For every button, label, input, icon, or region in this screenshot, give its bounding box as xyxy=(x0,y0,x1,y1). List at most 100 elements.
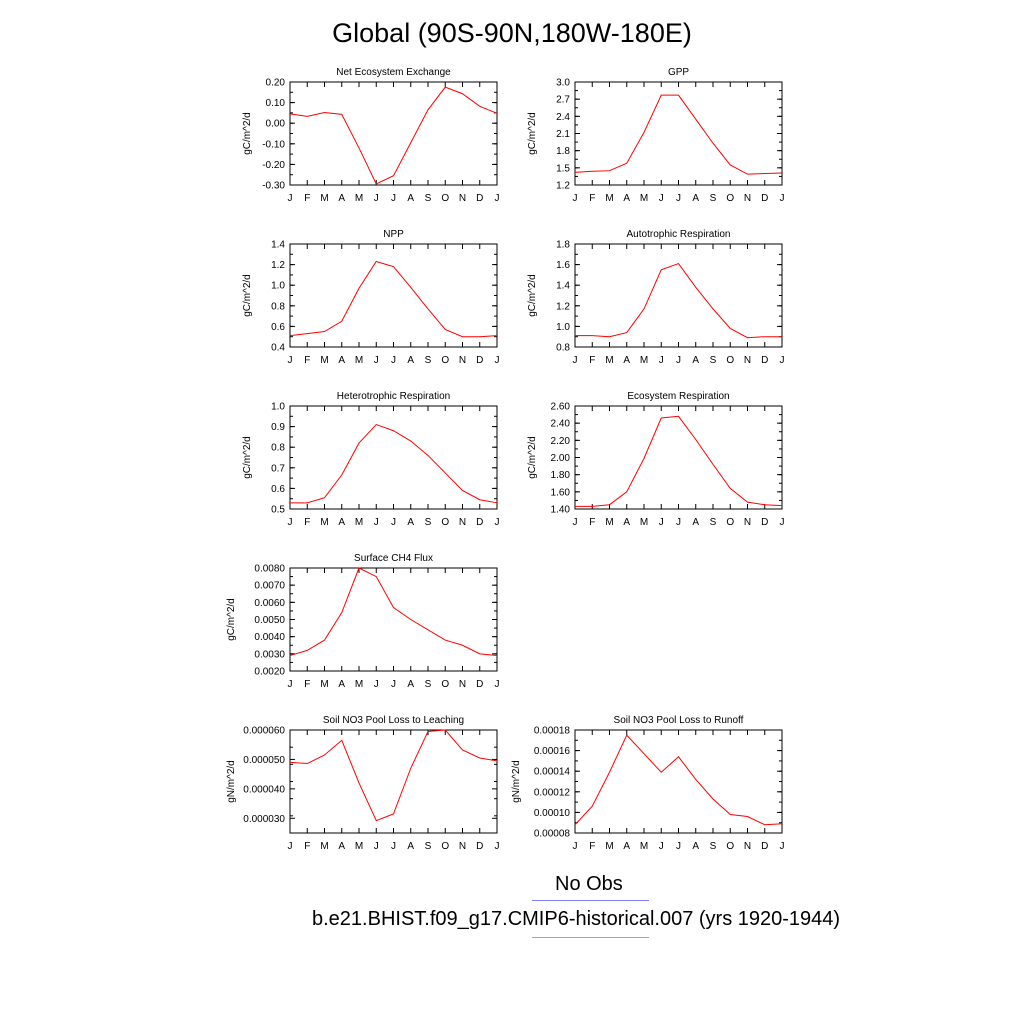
y-axis-label: gN/m^2/d xyxy=(511,760,522,803)
y-tick-label: 1.5 xyxy=(556,163,570,174)
x-tick-label: F xyxy=(589,841,595,852)
x-tick-label: J xyxy=(374,355,379,366)
y-axis-label: gC/m^2/d xyxy=(242,112,253,155)
y-tick-label: 0.4 xyxy=(271,343,285,354)
y-tick-label: 2.20 xyxy=(551,436,571,447)
x-tick-label: J xyxy=(391,517,396,528)
plot-frame xyxy=(574,243,783,348)
y-tick-label: 1.2 xyxy=(556,181,570,192)
x-tick-label: J xyxy=(676,355,681,366)
y-tick-label: 0.000060 xyxy=(243,726,285,737)
x-tick-label: D xyxy=(761,355,768,366)
x-tick-label: A xyxy=(407,193,414,204)
y-tick-label: 0.9 xyxy=(271,422,285,433)
y-tick-label: 0.0070 xyxy=(254,581,285,592)
x-tick-label: A xyxy=(407,517,414,528)
x-tick-label: F xyxy=(589,517,595,528)
x-tick-label: A xyxy=(338,841,345,852)
y-axis-label: gC/m^2/d xyxy=(242,274,253,317)
y-tick-label: 0.00018 xyxy=(534,726,571,737)
series-line xyxy=(575,262,782,339)
y-tick-label: 0.0030 xyxy=(254,649,285,660)
x-tick-label: A xyxy=(692,355,699,366)
x-tick-label: N xyxy=(459,679,466,690)
x-tick-label: A xyxy=(407,679,414,690)
y-tick-label: 0.8 xyxy=(271,301,285,312)
y-tick-label: 1.80 xyxy=(551,470,571,481)
x-tick-label: S xyxy=(425,193,432,204)
y-tick-label: 2.4 xyxy=(556,112,570,123)
y-tick-label: 0.10 xyxy=(266,98,286,109)
x-tick-label: J xyxy=(573,355,578,366)
x-tick-label: J xyxy=(391,679,396,690)
x-tick-label: S xyxy=(425,679,432,690)
x-tick-label: J xyxy=(659,841,664,852)
x-tick-label: N xyxy=(744,517,751,528)
y-tick-label: 0.6 xyxy=(271,484,285,495)
x-tick-label: M xyxy=(320,841,328,852)
figure-title: Global (90S-90N,180W-180E) xyxy=(332,18,692,48)
y-tick-label: 0.00008 xyxy=(534,829,571,840)
x-tick-label: J xyxy=(374,679,379,690)
panel-6: Ecosystem Respiration gC/m^2/d 2.60 2.40 2.2… xyxy=(527,391,785,528)
panel-4: Autotrophic Respiration gC/m^2/d 1.8 1.6 1.4… xyxy=(527,229,785,366)
y-tick-label: 3.0 xyxy=(556,78,570,89)
series-line xyxy=(290,423,498,504)
x-tick-label: D xyxy=(476,355,483,366)
x-tick-label: J xyxy=(391,355,396,366)
plot-frame xyxy=(289,729,498,834)
y-tick-label: 2.1 xyxy=(556,129,570,140)
y-axis-label: gN/m^2/d xyxy=(226,760,237,803)
panel-9: Soil NO3 Pool Loss to Runoff gN/m^2/d 0.00… xyxy=(511,715,785,852)
x-tick-label: J xyxy=(676,193,681,204)
y-tick-label: 2.7 xyxy=(556,95,570,106)
panel-title: Ecosystem Respiration xyxy=(627,391,729,402)
y-tick-label: 2.00 xyxy=(551,453,571,464)
plot-frame xyxy=(289,81,498,186)
x-tick-label: J xyxy=(659,193,664,204)
x-tick-label: M xyxy=(605,193,613,204)
x-tick-label: J xyxy=(780,193,785,204)
y-tick-label: 2.60 xyxy=(551,402,571,413)
y-tick-label: 0.0020 xyxy=(254,667,285,678)
y-tick-label: 1.8 xyxy=(556,146,570,157)
y-tick-label: 0.0080 xyxy=(254,564,285,575)
x-tick-label: S xyxy=(710,193,717,204)
y-tick-label: 1.2 xyxy=(271,260,285,271)
x-tick-label: J xyxy=(659,355,664,366)
x-tick-label: J xyxy=(659,517,664,528)
y-tick-label: 0.20 xyxy=(266,78,286,89)
panel-title: Autotrophic Respiration xyxy=(627,229,731,240)
x-tick-label: J xyxy=(495,355,500,366)
x-tick-label: J xyxy=(573,193,578,204)
y-tick-label: 1.4 xyxy=(556,281,570,292)
panel-title: Net Ecosystem Exchange xyxy=(336,67,451,78)
y-tick-label: 0.00012 xyxy=(534,787,571,798)
x-tick-label: O xyxy=(726,841,734,852)
y-tick-label: 0.8 xyxy=(271,443,285,454)
x-tick-label: O xyxy=(726,517,734,528)
x-tick-label: O xyxy=(441,193,449,204)
series-line xyxy=(574,94,783,175)
x-tick-label: S xyxy=(710,841,717,852)
series-line xyxy=(289,567,498,657)
x-tick-label: J xyxy=(374,193,379,204)
y-axis-label: gC/m^2/d xyxy=(242,436,253,479)
x-tick-label: F xyxy=(304,355,310,366)
x-tick-label: J xyxy=(676,517,681,528)
y-tick-label: 0.8 xyxy=(556,343,570,354)
x-tick-label: N xyxy=(744,355,751,366)
y-tick-label: 0.0040 xyxy=(254,632,285,643)
x-tick-label: A xyxy=(338,355,345,366)
legend-label-model: b.e21.BHIST.f09_g17.CMIP6-historical.007… xyxy=(312,908,841,930)
x-tick-label: J xyxy=(495,193,500,204)
x-tick-label: M xyxy=(355,193,363,204)
x-tick-label: M xyxy=(320,193,328,204)
legend-line-obs xyxy=(532,900,649,901)
x-tick-label: S xyxy=(710,517,717,528)
plot-frame xyxy=(574,405,783,510)
y-tick-label: 1.0 xyxy=(271,281,285,292)
x-tick-label: J xyxy=(495,841,500,852)
